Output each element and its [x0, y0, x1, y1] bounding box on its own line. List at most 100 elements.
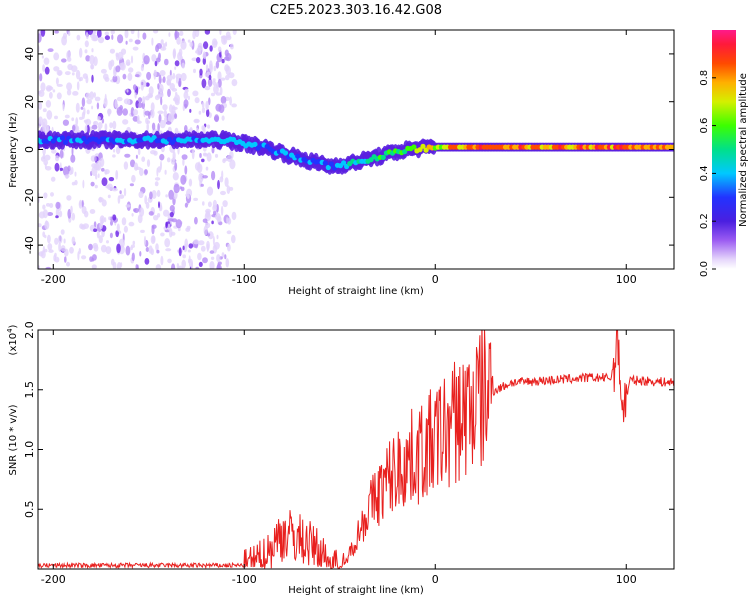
noise-blob: [136, 264, 139, 269]
snr-panel: -200 -100 0 100 0.5 1.0 1.5 2.0 Height of strai…: [6, 321, 675, 596]
noise-blob: [181, 259, 186, 269]
noise-blob: [96, 116, 101, 121]
snr-yunit-exp: 4: [6, 328, 14, 333]
noise-blob: [178, 247, 182, 257]
noise-blob: [104, 31, 110, 36]
noise-blob: [38, 33, 42, 43]
noise-blob: [203, 225, 208, 236]
noise-blob: [144, 169, 148, 175]
ridge-core: [420, 143, 426, 149]
noise-blob: [91, 124, 98, 130]
noise-blob: [227, 217, 232, 225]
noise-blob: [219, 86, 223, 96]
noise-blob: [52, 89, 56, 93]
colorbar-label: Normalized spectral amplitude: [738, 73, 749, 227]
noise-blob: [150, 248, 154, 256]
snr-yunit-close: ): [8, 324, 19, 328]
noise-blob: [89, 209, 96, 214]
noise-blob: [127, 72, 133, 81]
noise-blob: [128, 221, 135, 227]
noise-blob: [132, 109, 139, 116]
noise-blob: [209, 63, 213, 73]
noise-blob: [231, 234, 236, 244]
noise-blob: [101, 167, 105, 172]
noise-blob: [115, 65, 121, 73]
noise-blob: [72, 124, 76, 132]
noise-blob: [124, 30, 129, 39]
noise-blob: [162, 76, 166, 83]
noise-blob: [167, 218, 174, 222]
noise-blob: [154, 60, 158, 67]
noise-blob: [43, 192, 48, 199]
noise-blob: [164, 58, 169, 66]
noise-blob: [133, 208, 137, 212]
noise-blob: [167, 88, 171, 98]
noise-blob: [100, 68, 107, 74]
noise-blob: [107, 194, 111, 199]
noise-blob: [131, 252, 135, 262]
noise-blob: [93, 92, 96, 98]
noise-blob: [193, 197, 199, 201]
spectrogram-ytick-label: -40: [23, 236, 36, 254]
noise-blob: [91, 166, 98, 177]
noise-blob: [187, 39, 191, 43]
noise-blob: [220, 96, 227, 104]
noise-blob: [205, 166, 209, 171]
noise-blob: [117, 34, 124, 44]
noise-blob: [199, 153, 202, 158]
noise-blob: [117, 51, 124, 60]
noise-blob: [188, 243, 194, 249]
noise-blob: [83, 119, 88, 123]
noise-blob: [145, 82, 150, 87]
noise-blob: [62, 166, 70, 177]
noise-blob: [202, 175, 209, 179]
noise-blob: [191, 57, 198, 62]
noise-blob: [58, 242, 61, 252]
noise-blob: [111, 34, 114, 40]
noise-blob: [146, 71, 152, 81]
noise-blob: [45, 100, 52, 108]
noise-blob: [92, 242, 99, 249]
noise-blob: [175, 219, 182, 229]
noise-blob: [174, 30, 178, 41]
noise-blob: [47, 243, 53, 251]
colorbar-tick-label: 0.0: [699, 261, 710, 277]
noise-blob: [202, 125, 206, 136]
noise-blob: [42, 209, 49, 219]
noise-blob: [128, 38, 133, 43]
noise-blob: [209, 45, 213, 52]
noise-blob: [154, 69, 157, 78]
noise-blob: [81, 111, 85, 120]
noise-blob: [192, 90, 199, 97]
noise-blob: [221, 252, 225, 258]
noise-blob: [214, 153, 219, 158]
noise-blob: [172, 48, 177, 58]
noise-blob: [51, 126, 54, 134]
noise-blob: [108, 216, 111, 221]
noise-blob: [202, 257, 208, 264]
noise-blob: [45, 266, 52, 269]
noise-blob: [174, 60, 180, 67]
noise-blob: [199, 174, 203, 178]
noise-blob: [38, 102, 43, 110]
noise-blob: [41, 55, 45, 59]
noise-blob: [99, 215, 105, 224]
noise-blob: [101, 177, 108, 187]
noise-blob: [194, 216, 198, 225]
noise-blob: [143, 81, 147, 88]
noise-blob: [132, 84, 137, 91]
noise-blob: [174, 113, 178, 119]
noise-blob: [94, 156, 97, 162]
noise-blob: [71, 72, 75, 76]
noise-blob: [45, 166, 52, 171]
snr-xtick-label: -100: [232, 573, 257, 586]
noise-blob: [182, 245, 185, 251]
noise-blob: [185, 227, 191, 232]
noise-blob: [134, 39, 141, 45]
noise-blob: [201, 107, 206, 114]
noise-blob: [200, 245, 206, 252]
noise-blob: [202, 201, 205, 206]
spectrogram-ylabel: Frequency (Hz): [8, 112, 19, 188]
